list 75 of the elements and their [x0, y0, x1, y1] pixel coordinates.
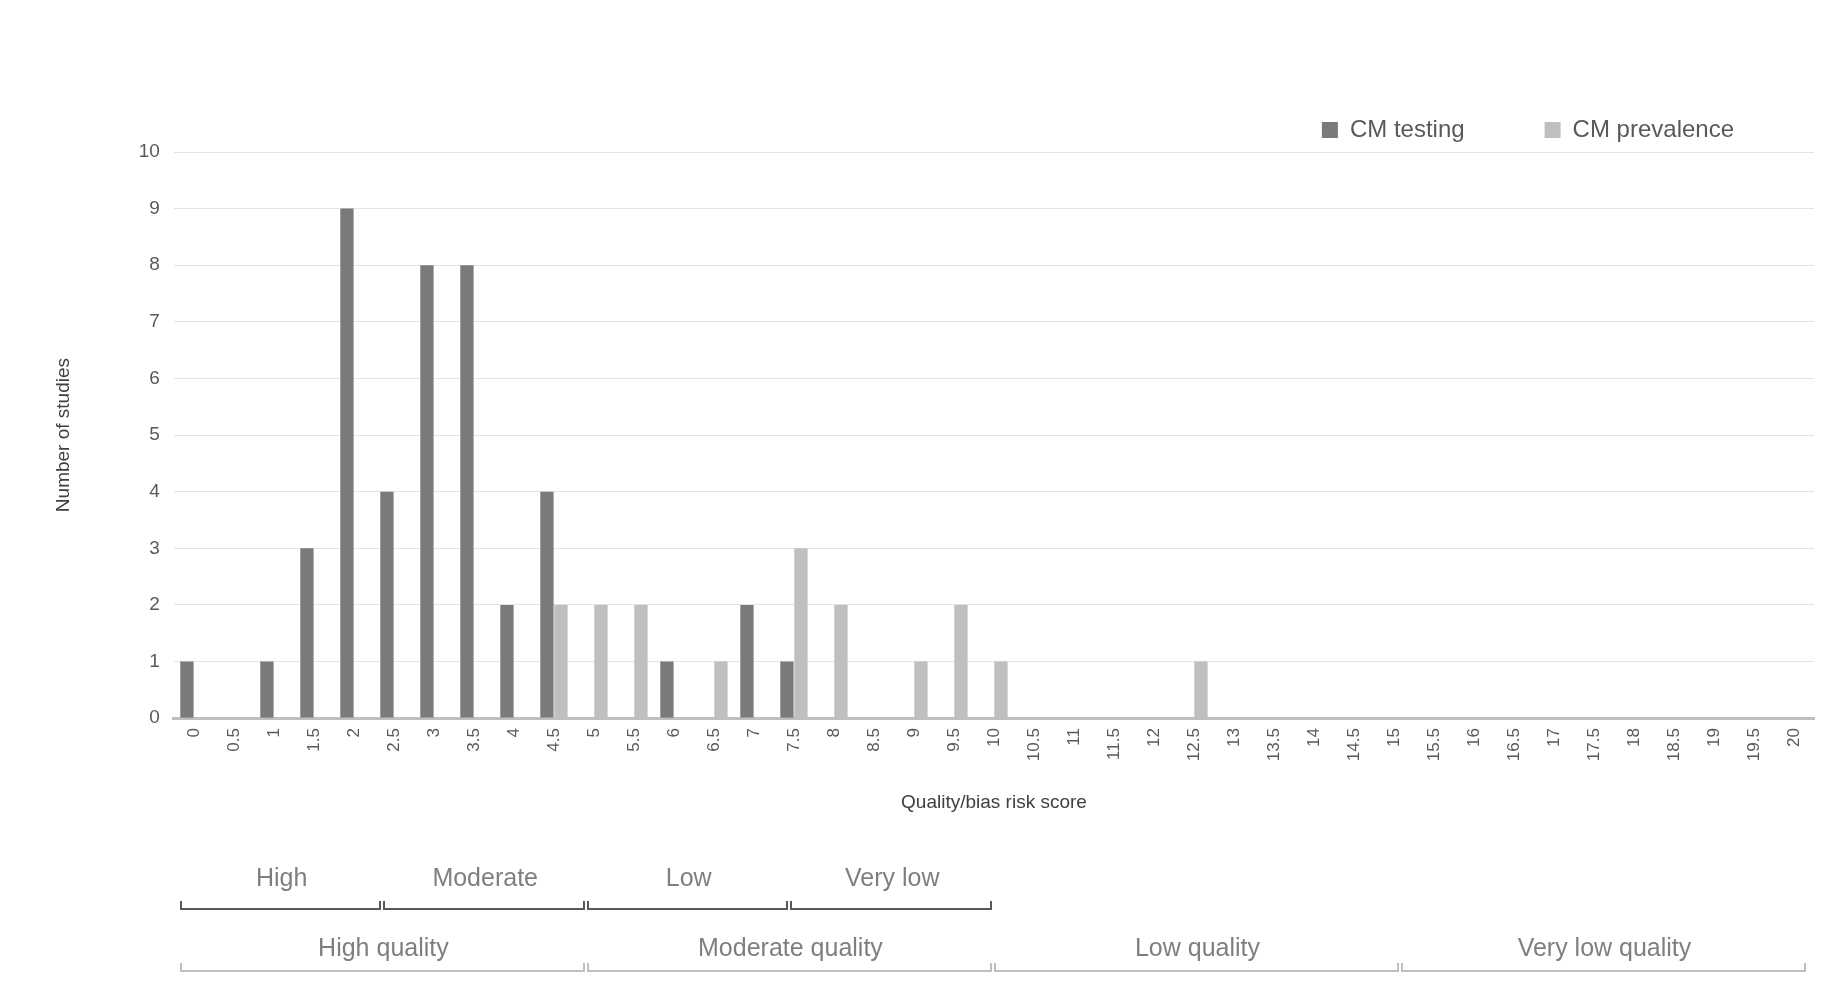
x-tick-label: 17.5 [1583, 728, 1603, 762]
x-tick-label: 5.5 [623, 728, 643, 752]
x-tick-label: 16 [1463, 728, 1483, 748]
x-tick-label: 19.5 [1743, 728, 1763, 762]
bar [660, 661, 674, 718]
x-tick-label: 14.5 [1343, 728, 1363, 762]
x-tick-label: 8 [823, 728, 843, 738]
bar [380, 491, 394, 718]
bar [780, 661, 794, 718]
bar [340, 208, 354, 718]
x-tick-label: 13 [1223, 728, 1243, 748]
x-tick-label: 7.5 [783, 728, 803, 752]
bar [420, 265, 434, 718]
x-tick-label: 9.5 [943, 728, 963, 752]
x-tick-label: 18 [1623, 728, 1643, 748]
x-tick-label: 17 [1543, 728, 1563, 748]
bar [500, 604, 514, 718]
x-axis-title: Quality/bias risk score [901, 790, 1087, 812]
x-tick-label: 20 [1783, 728, 1803, 748]
x-tick-label: 12 [1143, 728, 1163, 748]
x-tick-label: 5 [583, 728, 603, 738]
text: Very low quality [1516, 933, 1693, 962]
x-tick-label: 1 [263, 728, 283, 738]
x-tick-label: 11 [1063, 728, 1083, 746]
bar [180, 661, 194, 718]
legend-label: CM testing [1349, 114, 1465, 142]
y-tick-label: 2 [149, 593, 160, 615]
x-tick-label: 11.5 [1103, 728, 1123, 760]
y-tick-label: 7 [149, 310, 160, 332]
x-tick-label: 3 [423, 728, 443, 738]
x-tick-label: 19 [1703, 728, 1723, 748]
bar [540, 491, 554, 718]
x-tick-label: 9 [903, 728, 923, 738]
y-tick-label: 6 [149, 366, 160, 388]
bar [260, 661, 274, 718]
x-tick-label: 10.5 [1023, 728, 1043, 762]
x-tick-label: 0 [183, 728, 203, 738]
x-tick-label: 16.5 [1503, 728, 1523, 762]
y-tick-label: 1 [149, 649, 160, 671]
x-tick-label: 0.5 [223, 728, 243, 752]
y-tick-label: 10 [138, 140, 160, 162]
y-axis-title: Number of studies [51, 357, 73, 513]
legend-label: CM prevalence [1572, 114, 1734, 142]
text: Moderate [431, 863, 539, 892]
text: Very low [843, 863, 941, 892]
x-tick-label: 13.5 [1263, 728, 1283, 762]
x-tick-label: 6.5 [703, 728, 723, 752]
text: Low quality [1133, 933, 1261, 962]
text: High quality [317, 933, 450, 962]
x-tick-label: 1.5 [303, 728, 323, 752]
x-tick-label: 4 [503, 728, 523, 738]
y-tick-label: 9 [149, 196, 160, 218]
x-tick-label: 10 [983, 728, 1003, 748]
y-tick-label: 4 [149, 479, 161, 501]
x-tick-label: 15 [1383, 728, 1403, 748]
x-tick-label: 2.5 [383, 728, 403, 752]
y-tick-label: 8 [149, 253, 160, 275]
x-tick-label: 14 [1303, 728, 1323, 748]
x-tick-label: 15.5 [1423, 728, 1443, 762]
text: Moderate quality [697, 933, 884, 962]
bar [300, 548, 314, 718]
bar [740, 604, 754, 718]
x-tick-label: 3.5 [463, 728, 483, 752]
x-tick-label: 18.5 [1663, 728, 1683, 762]
x-tick-label: 2 [343, 728, 363, 738]
x-tick-label: 6 [663, 728, 683, 738]
text: High [254, 863, 309, 892]
y-tick-label: 3 [149, 536, 160, 558]
text: Low [664, 863, 713, 892]
x-tick-label: 7 [743, 728, 763, 738]
bar [460, 265, 474, 718]
x-tick-label: 4.5 [543, 728, 563, 752]
x-tick-label: 8.5 [863, 728, 883, 752]
y-tick-label: 5 [149, 423, 160, 445]
x-tick-label: 12.5 [1183, 728, 1203, 762]
